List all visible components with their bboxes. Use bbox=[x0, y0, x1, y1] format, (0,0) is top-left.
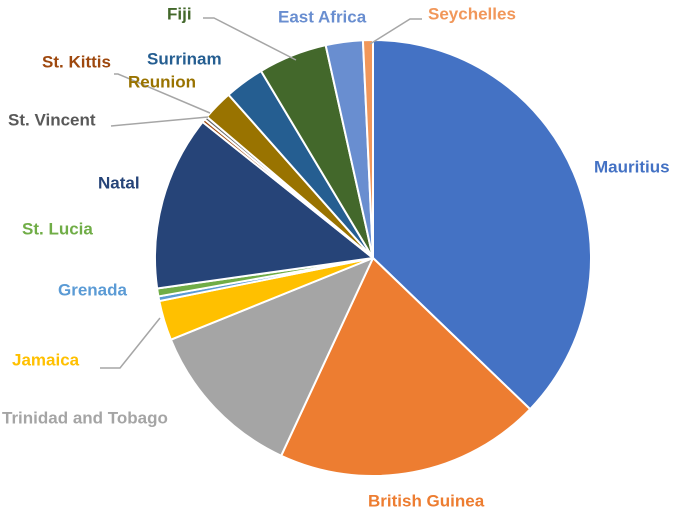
slice-label-jamaica: Jamaica bbox=[12, 350, 80, 369]
slice-label-reunion: Reunion bbox=[128, 72, 196, 91]
slice-label-natal: Natal bbox=[98, 173, 140, 192]
leader-line-st-vincent bbox=[110, 116, 209, 127]
slice-label-surrinam: Surrinam bbox=[147, 49, 222, 68]
leader-lines bbox=[100, 17, 422, 369]
slice-label-east-africa: East Africa bbox=[278, 7, 367, 26]
slice-label-seychelles: Seychelles bbox=[428, 4, 516, 23]
slice-label-st-kittis: St. Kittis bbox=[42, 52, 111, 71]
slice-label-fiji: Fiji bbox=[167, 4, 192, 23]
pie-slice-british-guinea bbox=[280, 257, 532, 477]
leader-line-seychelles bbox=[369, 18, 422, 45]
leader-line-st-kittis bbox=[114, 73, 211, 114]
pie-slice-natal bbox=[154, 121, 374, 290]
slice-labels: Mauritius British Guinea Trinidad and Toba… bbox=[2, 4, 670, 510]
slice-label-st-lucia: St. Lucia bbox=[22, 219, 93, 238]
slice-label-trinidad-and-tobago: Trinidad and Tobago bbox=[2, 408, 168, 427]
pie-slice-trinidad-and-tobago bbox=[169, 257, 374, 457]
slice-label-mauritius: Mauritius bbox=[594, 157, 670, 176]
slice-label-st-vincent: St. Vincent bbox=[8, 110, 96, 129]
leader-line-jamaica bbox=[100, 317, 161, 369]
leader-line-fiji bbox=[203, 17, 297, 61]
pie-slices bbox=[154, 38, 592, 477]
slice-label-british-guinea: British Guinea bbox=[368, 491, 485, 510]
pie-slice-seychelles bbox=[361, 38, 374, 259]
pie-slice-mauritius bbox=[372, 39, 592, 411]
slice-label-grenada: Grenada bbox=[58, 280, 128, 299]
